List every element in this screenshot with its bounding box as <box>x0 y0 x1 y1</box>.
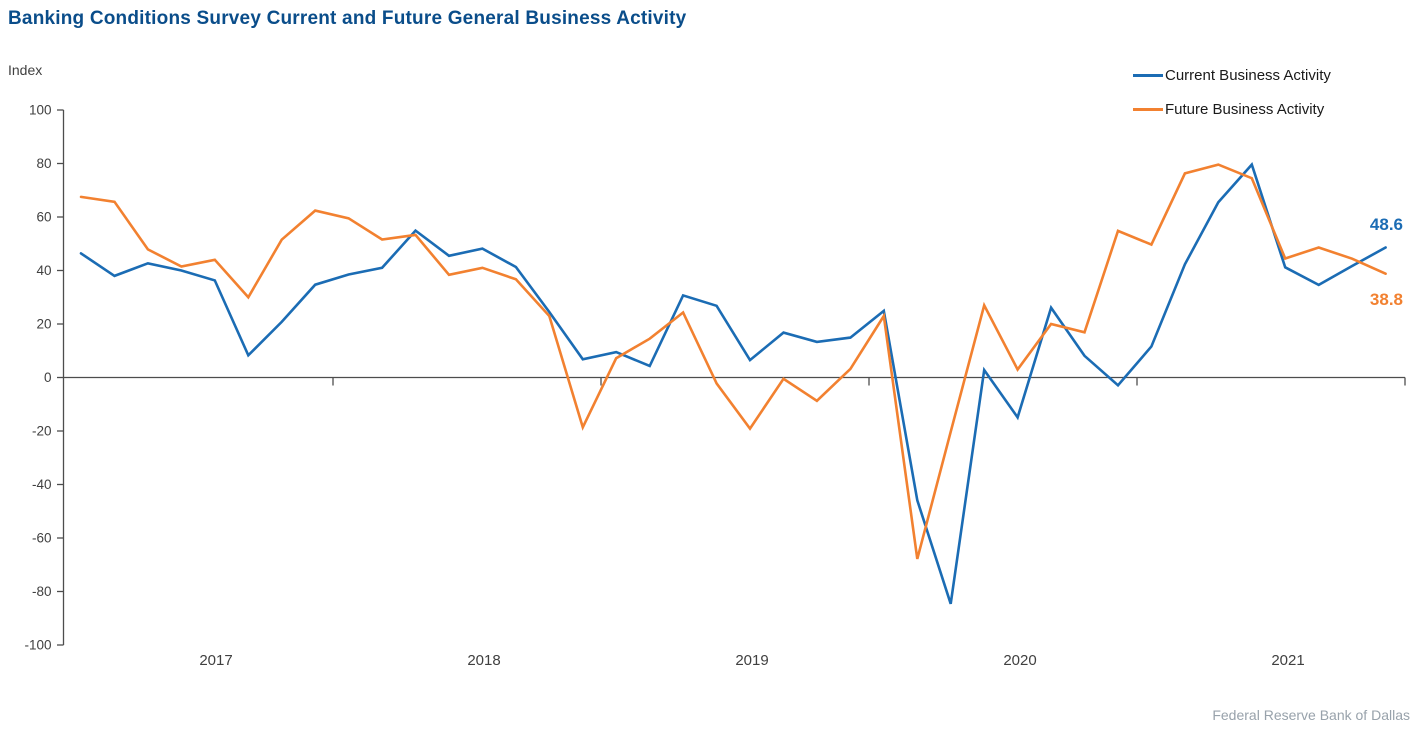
y-tick-label: -80 <box>32 584 52 599</box>
y-tick-label: 60 <box>36 210 51 225</box>
series-line-future <box>79 163 1387 560</box>
end-value-label-future: 38.8 <box>1369 290 1403 309</box>
chart-title: Banking Conditions Survey Current and Fu… <box>8 8 687 29</box>
x-tick-label-year: 2021 <box>1271 652 1304 669</box>
y-axis-unit-label: Index <box>8 62 43 78</box>
legend-line-current-icon <box>1133 73 1163 77</box>
end-value-label-current: 48.6 <box>1369 215 1403 234</box>
legend-label-current: Current Business Activity <box>1165 66 1331 84</box>
y-tick-label: 40 <box>36 263 51 278</box>
legend-item-current: Current Business Activity <box>1133 66 1331 84</box>
y-tick-label: -60 <box>32 531 52 546</box>
y-tick-label: 80 <box>36 156 51 171</box>
y-tick-label: 100 <box>29 103 52 118</box>
series-line-current <box>79 162 1387 605</box>
source-attribution: Federal Reserve Bank of Dallas <box>1212 707 1410 723</box>
y-tick-label: -100 <box>24 638 51 653</box>
legend: Current Business Activity Future Busines… <box>1133 66 1331 134</box>
x-tick-label-year: 2017 <box>199 652 232 669</box>
x-tick-label-year: 2019 <box>735 652 768 669</box>
y-tick-label: 0 <box>44 370 52 385</box>
x-tick-label-year: 2020 <box>1003 652 1036 669</box>
legend-item-future: Future Business Activity <box>1133 100 1331 118</box>
legend-line-future-icon <box>1133 107 1163 111</box>
y-tick-label: -40 <box>32 477 52 492</box>
y-tick-label: -20 <box>32 424 52 439</box>
y-tick-label: 20 <box>36 317 51 332</box>
x-tick-label-year: 2018 <box>467 652 500 669</box>
legend-label-future: Future Business Activity <box>1165 100 1325 118</box>
